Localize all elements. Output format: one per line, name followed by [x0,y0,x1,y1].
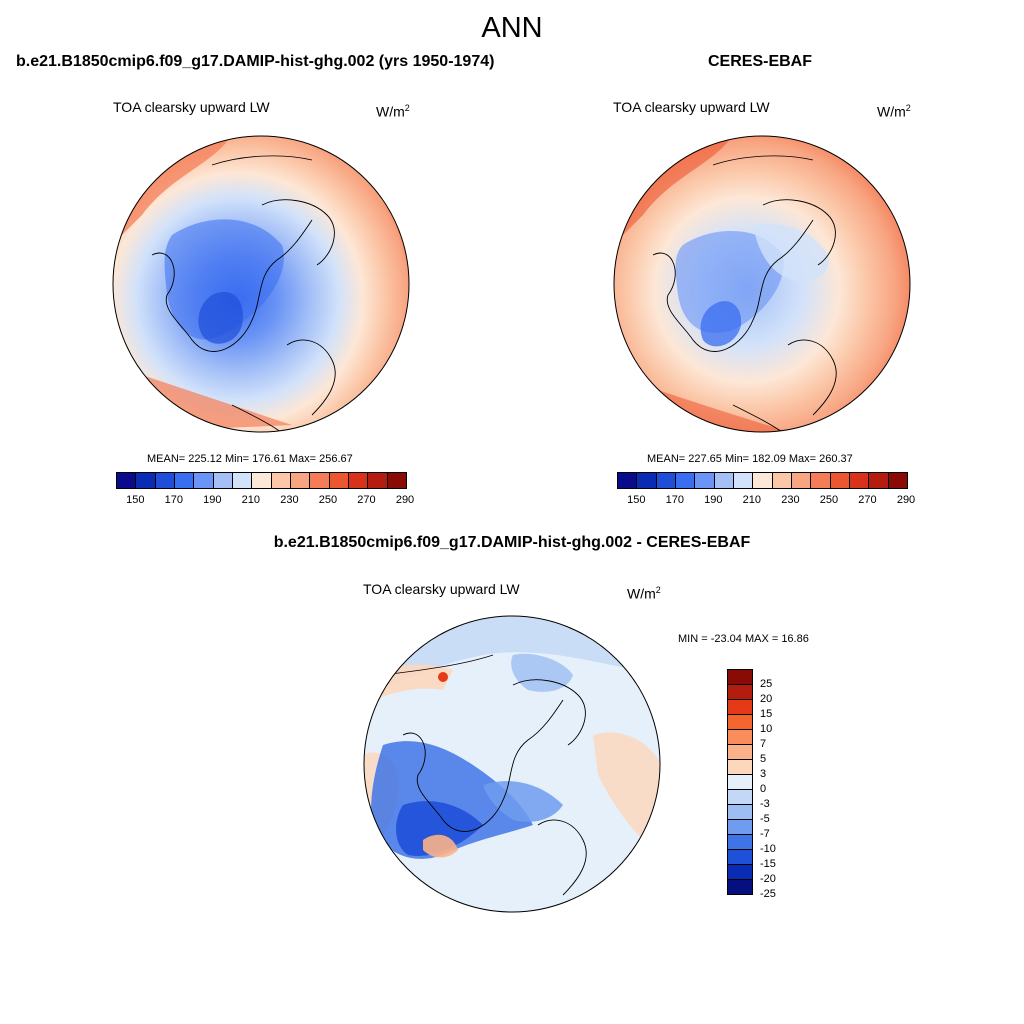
left-units-label: W/m2 [376,103,410,120]
diff-stats-label: MIN = -23.04 MAX = 16.86 [678,633,809,645]
left-colorbar [116,472,407,489]
figure-title: ANN [481,12,543,44]
colorbar-swatch [728,700,752,715]
right-variable-label: TOA clearsky upward LW [613,99,770,115]
colorbar-tick-label: 230 [280,494,299,506]
colorbar-swatch [728,685,752,700]
colorbar-tick-label: 20 [760,693,773,705]
colorbar-tick-label: 290 [395,494,415,506]
colorbar-swatch [888,473,907,488]
colorbar-swatch [714,473,734,488]
colorbar-tick-label: 270 [858,494,877,506]
colorbar-swatch [728,760,752,775]
colorbar-swatch [329,473,349,488]
colorbar-swatch [368,473,388,488]
colorbar-swatch [728,715,752,730]
colorbar-swatch [155,473,175,488]
colorbar-tick-label: 0 [760,783,767,795]
colorbar-swatch [194,473,214,488]
colorbar-swatch [348,473,369,488]
colorbar-tick-label: 210 [241,494,261,506]
colorbar-swatch [136,473,156,488]
right-polar-map [613,135,911,433]
colorbar-tick-label: 3 [760,768,767,780]
colorbar-swatch [772,473,792,488]
colorbar-swatch [869,473,889,488]
colorbar-tick-label: 190 [704,494,723,506]
colorbar-tick-label: 15 [760,708,773,720]
colorbar-swatch [830,473,850,488]
colorbar-tick-label: 10 [760,723,773,735]
colorbar-tick-label: 25 [760,678,773,690]
left-panel-title: b.e21.B1850cmip6.f09_g17.DAMIP-hist-ghg.… [16,53,495,70]
colorbar-swatch [252,473,272,488]
diff-panel-title: b.e21.B1850cmip6.f09_g17.DAMIP-hist-ghg.… [273,534,751,551]
colorbar-swatch [637,473,657,488]
colorbar-tick-label: -20 [760,873,776,885]
right-colorbar [617,472,908,489]
colorbar-swatch [232,473,253,488]
colorbar-tick-label: -25 [760,888,776,900]
colorbar-tick-label: 170 [665,494,684,506]
colorbar-swatch [728,880,752,894]
colorbar-tick-label: -10 [760,843,776,855]
left-polar-map [112,135,410,433]
left-stats-label: MEAN= 225.12 Min= 176.61 Max= 256.67 [147,453,353,465]
right-panel-title: CERES-EBAF [708,53,813,70]
colorbar-swatch [675,473,696,488]
diff-polar-map [363,615,661,913]
colorbar-swatch [618,473,638,488]
colorbar-tick-label: 250 [318,494,338,506]
colorbar-tick-label: 170 [164,494,183,506]
colorbar-tick-label: -5 [760,813,770,825]
colorbar-swatch [387,473,406,488]
colorbar-tick-label: 250 [819,494,839,506]
colorbar-swatch [213,473,233,488]
colorbar-swatch [728,730,752,745]
colorbar-tick-label: 5 [760,753,767,765]
colorbar-swatch [728,745,752,760]
right-stats-label: MEAN= 227.65 Min= 182.09 Max= 260.37 [647,453,853,465]
colorbar-swatch [695,473,715,488]
diff-units-label: W/m2 [627,585,661,602]
colorbar-swatch [656,473,676,488]
colorbar-tick-label: 150 [126,494,145,506]
colorbar-swatch [310,473,330,488]
colorbar-swatch [728,835,752,850]
colorbar-tick-label: 210 [742,494,762,506]
colorbar-swatch [753,473,773,488]
colorbar-swatch [117,473,137,488]
colorbar-swatch [728,805,752,820]
colorbar-swatch [728,865,752,880]
colorbar-swatch [174,473,195,488]
colorbar-tick-label: 270 [357,494,376,506]
colorbar-swatch [728,775,752,790]
colorbar-tick-label: 190 [203,494,222,506]
colorbar-swatch [728,670,752,685]
colorbar-swatch [849,473,870,488]
colorbar-tick-label: -7 [760,828,770,840]
colorbar-swatch [271,473,291,488]
colorbar-tick-label: 290 [896,494,916,506]
colorbar-tick-label: -15 [760,858,776,870]
colorbar-tick-label: 230 [781,494,800,506]
colorbar-swatch [733,473,754,488]
colorbar-swatch [791,473,812,488]
colorbar-tick-label: -3 [760,798,770,810]
left-variable-label: TOA clearsky upward LW [113,99,270,115]
colorbar-tick-label: 7 [760,738,767,750]
colorbar-swatch [728,790,752,805]
colorbar-tick-label: 150 [627,494,646,506]
colorbar-swatch [728,850,752,865]
colorbar-swatch [290,473,311,488]
colorbar-swatch [811,473,831,488]
colorbar-swatch [728,820,752,835]
diff-variable-label: TOA clearsky upward LW [363,581,520,597]
right-units-label: W/m2 [877,103,911,120]
diff-colorbar [727,669,753,895]
